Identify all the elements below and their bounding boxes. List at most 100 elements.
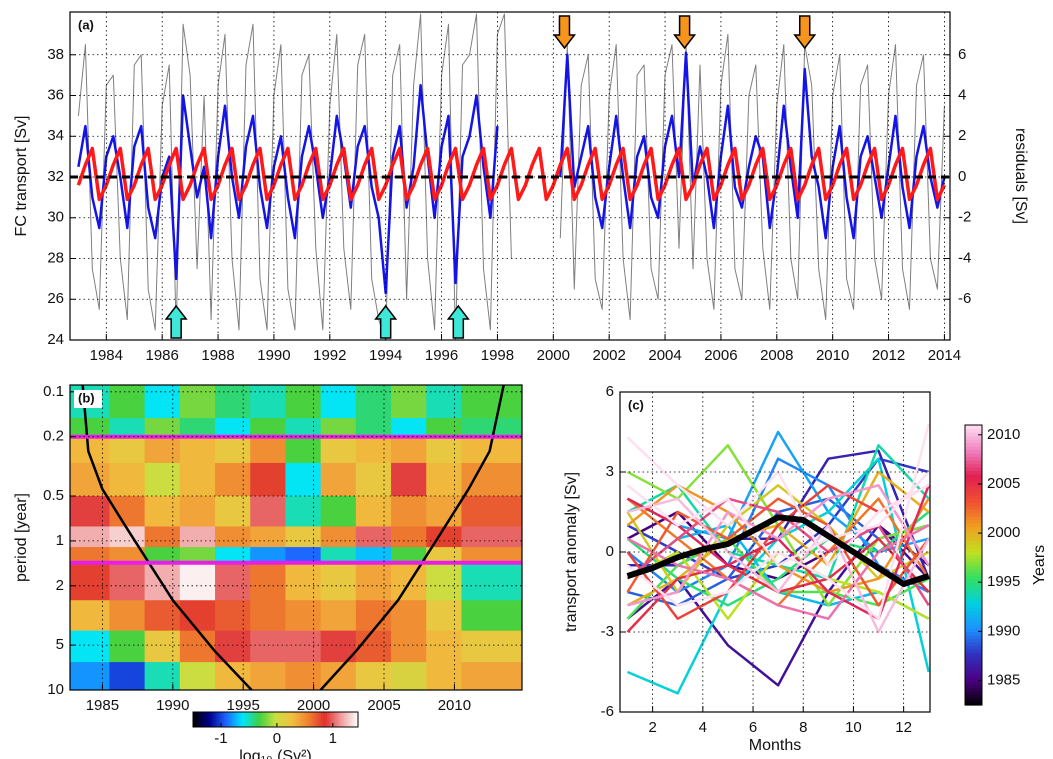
colorbar-swatch [965, 435, 982, 440]
colorbar-swatch [306, 712, 310, 727]
x-tick-label: 2010 [816, 347, 849, 364]
y-tick-label: 1 [56, 532, 64, 549]
y2-tick-label: 2 [958, 127, 966, 144]
heatmap-cell [109, 462, 146, 497]
colorbar-swatch [329, 712, 332, 727]
heatmap-cell [285, 496, 322, 527]
colorbar-swatch [355, 712, 359, 727]
colorbar-swatch [965, 638, 982, 643]
colorbar-swatch [259, 712, 262, 727]
colorbar-swatch [236, 712, 239, 727]
colorbar-swatch [965, 642, 982, 647]
colorbar-swatch [965, 607, 982, 612]
colorbar-swatch [281, 712, 285, 727]
colorbar-swatch [232, 712, 235, 727]
heatmap-cell [426, 436, 462, 464]
colorbar-tick-label: 0 [273, 730, 281, 747]
colorbar-swatch [250, 712, 254, 727]
series-line [76, 146, 946, 202]
y-tick-label: 3 [606, 463, 614, 480]
colorbar-swatch [347, 712, 351, 727]
heatmap-cell [285, 526, 322, 548]
colorbar-swatch [263, 712, 266, 727]
colorbar-swatch [215, 712, 219, 727]
cone-of-influence [81, 385, 253, 690]
colorbar-swatch [240, 712, 244, 727]
heatmap-cell [179, 462, 216, 497]
plot-area [626, 423, 930, 695]
colorbar-swatch [965, 617, 982, 622]
x-tick-label: 1988 [201, 347, 234, 364]
heatmap-cell [461, 526, 522, 548]
y2-tick-label: 6 [958, 46, 966, 63]
series-line [626, 471, 930, 567]
colorbar-swatch [965, 656, 982, 661]
plot-area [70, 13, 950, 340]
colorbar-swatch [283, 712, 287, 727]
colorbar-swatch [325, 712, 328, 727]
arrow-down [552, 15, 576, 50]
heatmap-cell [70, 418, 110, 438]
heatmap-cell [391, 496, 427, 527]
colorbar-swatch [287, 712, 291, 727]
colorbar-swatch [965, 533, 982, 538]
heatmap-cell [70, 600, 110, 632]
colorbar-swatch [965, 631, 982, 636]
heatmap-cell [320, 462, 357, 497]
colorbar-swatch [320, 712, 324, 727]
x-tick-label: 2000 [537, 347, 570, 364]
colorbar-swatch [965, 589, 982, 594]
heatmap-cell [144, 562, 181, 601]
heatmap-cell [461, 496, 522, 527]
colorbar-swatch [965, 624, 982, 629]
panel-label: (a) [78, 17, 94, 32]
heatmap-cell [285, 418, 322, 438]
colorbar-tick-label: 2010 [987, 426, 1020, 443]
heatmap-cell [355, 436, 392, 464]
heatmap-cell [320, 547, 357, 564]
colorbar-swatch [965, 453, 982, 458]
colorbar-swatch [965, 467, 982, 472]
heatmap-cell [179, 436, 216, 464]
colorbar-swatch [965, 565, 982, 570]
colorbar-swatch [275, 712, 279, 727]
heatmap-cell [320, 385, 357, 419]
heatmap-cell [391, 418, 427, 438]
colorbar-swatch [965, 495, 982, 500]
heatmap-cell [426, 562, 462, 601]
colorbar-swatch [965, 554, 982, 559]
colorbar-swatch [279, 712, 283, 727]
colorbar-swatch [296, 712, 299, 727]
colorbar-swatch [304, 712, 308, 727]
colorbar-swatch [223, 712, 227, 727]
colorbar-swatch [219, 712, 223, 727]
arrow-down [793, 15, 817, 50]
colorbar-swatch [965, 596, 982, 601]
colorbar-swatch [211, 712, 215, 727]
colorbar-swatch [965, 484, 982, 489]
colorbar-swatch [213, 712, 217, 727]
y-tick-label: 0.5 [43, 487, 64, 504]
colorbar-swatch [254, 712, 258, 727]
colorbar-swatch [965, 677, 982, 682]
heatmap-cell [355, 547, 392, 564]
colorbar-swatch [294, 712, 297, 727]
colorbar-swatch [341, 712, 345, 727]
colorbar-swatch [965, 593, 982, 598]
heatmap-cell [426, 662, 462, 690]
colorbar-swatch [965, 446, 982, 451]
heatmap-cell [144, 547, 181, 564]
colorbar-swatch [209, 712, 213, 727]
colorbar-tick-label: 2000 [987, 524, 1020, 541]
heatmap-cell [250, 562, 286, 601]
colorbar-swatch [965, 659, 982, 664]
y-tick-label: 24 [47, 331, 64, 348]
heatmap-cell [144, 526, 181, 548]
heatmap-cell [391, 600, 427, 632]
y-tick-label: 2 [56, 577, 64, 594]
colorbar-swatch [965, 666, 982, 671]
heatmap-cell [426, 496, 462, 527]
colorbar-swatch [267, 712, 270, 727]
x-tick-label: 1985 [86, 697, 119, 714]
heatmap-cell [391, 547, 427, 564]
